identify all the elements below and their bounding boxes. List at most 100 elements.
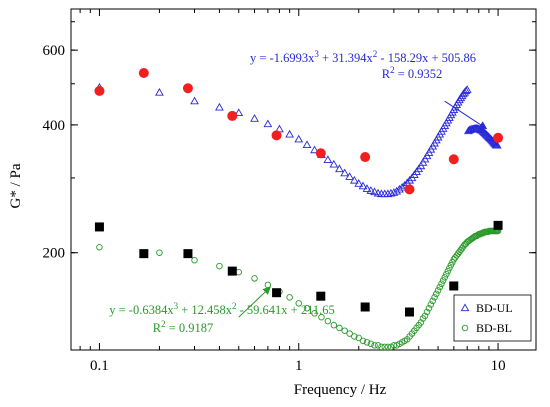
data-point: [250, 114, 259, 122]
series-bd-bl: [96, 227, 502, 351]
data-point: [431, 294, 438, 301]
legend: BD-UL BD-BL: [453, 294, 532, 342]
data-point: [264, 281, 272, 289]
annotations-layer: y = -1.6993x 3 + 31.394x 2 - 158.29x + 505…: [109, 49, 488, 335]
data-point: [191, 256, 198, 264]
x-tick-label: 0.1: [90, 358, 109, 374]
data-point: [303, 304, 311, 312]
equation-segment: y = -0.6384x: [109, 303, 174, 317]
data-point: [227, 266, 237, 276]
data-point: [295, 300, 302, 307]
data-point: [227, 110, 238, 121]
data-point: [371, 342, 378, 349]
data-point: [351, 333, 358, 340]
equation-segment: + 12.458x: [178, 303, 233, 317]
data-point: [316, 291, 326, 301]
data-point: [323, 155, 333, 163]
data-point: [355, 334, 362, 342]
r2-value: = 0.9352: [395, 67, 443, 81]
data-point: [423, 308, 431, 316]
data-point: [436, 283, 444, 291]
data-point: [378, 343, 385, 351]
data-point: [330, 321, 338, 329]
data-point: [421, 312, 429, 320]
data-point: [311, 310, 318, 317]
r-squared-text: R2 = 0.9187: [153, 319, 214, 335]
data-point: [383, 189, 393, 198]
data-point: [315, 148, 326, 159]
data-point: [345, 172, 355, 180]
legend-item: BD-BL: [461, 321, 512, 335]
data-point: [182, 83, 193, 94]
y-tick-label: 400: [43, 118, 66, 134]
r2-prefix: R: [153, 321, 162, 335]
data-point: [441, 274, 448, 281]
data-point: [139, 249, 149, 259]
data-point: [453, 252, 460, 259]
data-point: [434, 287, 442, 294]
equation-text: y = -0.6384x3 + 12.458x2 - 59.641x + 211…: [109, 301, 335, 317]
legend-marker: [461, 324, 469, 332]
data-point: [370, 187, 379, 196]
annotation-arrow: [238, 286, 271, 318]
legend-label: BD-BL: [476, 321, 512, 335]
data-point: [138, 68, 149, 79]
data-point: [96, 244, 103, 251]
series-bd-bl-fit-points: [94, 220, 503, 317]
data-point: [395, 184, 404, 193]
data-point: [286, 294, 293, 301]
y-axis-title: G* / Pa: [8, 163, 24, 208]
data-point: [318, 313, 325, 321]
data-point: [190, 96, 199, 105]
data-point: [443, 270, 450, 278]
data-point: [448, 154, 459, 165]
data-point: [156, 249, 163, 256]
superscript: 2: [161, 319, 166, 329]
data-point: [346, 330, 353, 337]
data-point: [272, 288, 282, 298]
legend-marker: [460, 303, 470, 312]
data-point: [374, 342, 382, 349]
plot-frame: [70, 8, 537, 351]
data-point: [476, 125, 486, 134]
equation-segment: + 31.394x: [319, 51, 374, 65]
data-point: [341, 327, 348, 334]
data-point: [183, 249, 193, 259]
data-point: [340, 168, 350, 177]
data-point: [324, 317, 332, 325]
data-point: [417, 319, 425, 326]
x-axis-title: Frequency / Hz: [294, 382, 387, 398]
data-point: [349, 175, 359, 184]
data-point: [438, 280, 445, 288]
data-point: [359, 337, 367, 345]
data-point: [354, 179, 364, 187]
data-point: [263, 119, 273, 128]
equation-bl: y = -0.6384x3 + 12.458x 2 - 59.641x + 211…: [109, 286, 335, 335]
r-squared-text: R2 = 0.9352: [382, 65, 443, 81]
data-point: [251, 275, 258, 282]
data-point: [285, 129, 295, 138]
data-point: [461, 86, 471, 95]
equation-segment: - 158.29x + 505.86: [377, 51, 476, 65]
x-tick-label: 1: [295, 358, 303, 374]
x-tick-label: 10: [491, 358, 506, 374]
equation-segment: - 59.641x + 211.65: [237, 303, 335, 317]
data-point: [381, 343, 388, 351]
equation-segment: y = -1.6993x: [250, 51, 315, 65]
r2-prefix: R: [382, 67, 391, 81]
superscript: 3: [174, 301, 179, 311]
data-point: [384, 343, 392, 351]
data-point: [397, 182, 407, 191]
data-point: [294, 134, 304, 143]
data-point: [404, 184, 415, 195]
data-point: [425, 304, 433, 312]
data-point: [433, 290, 440, 298]
y-tick-label: 600: [43, 43, 66, 59]
data-point: [94, 85, 105, 96]
data-point: [271, 130, 282, 141]
data-point: [439, 277, 447, 284]
data-point: [462, 85, 472, 93]
data-point: [94, 222, 104, 232]
data-point: [429, 297, 436, 305]
equation-text: y = -1.6993x3 + 31.394x2 - 158.29x + 505…: [250, 49, 476, 65]
